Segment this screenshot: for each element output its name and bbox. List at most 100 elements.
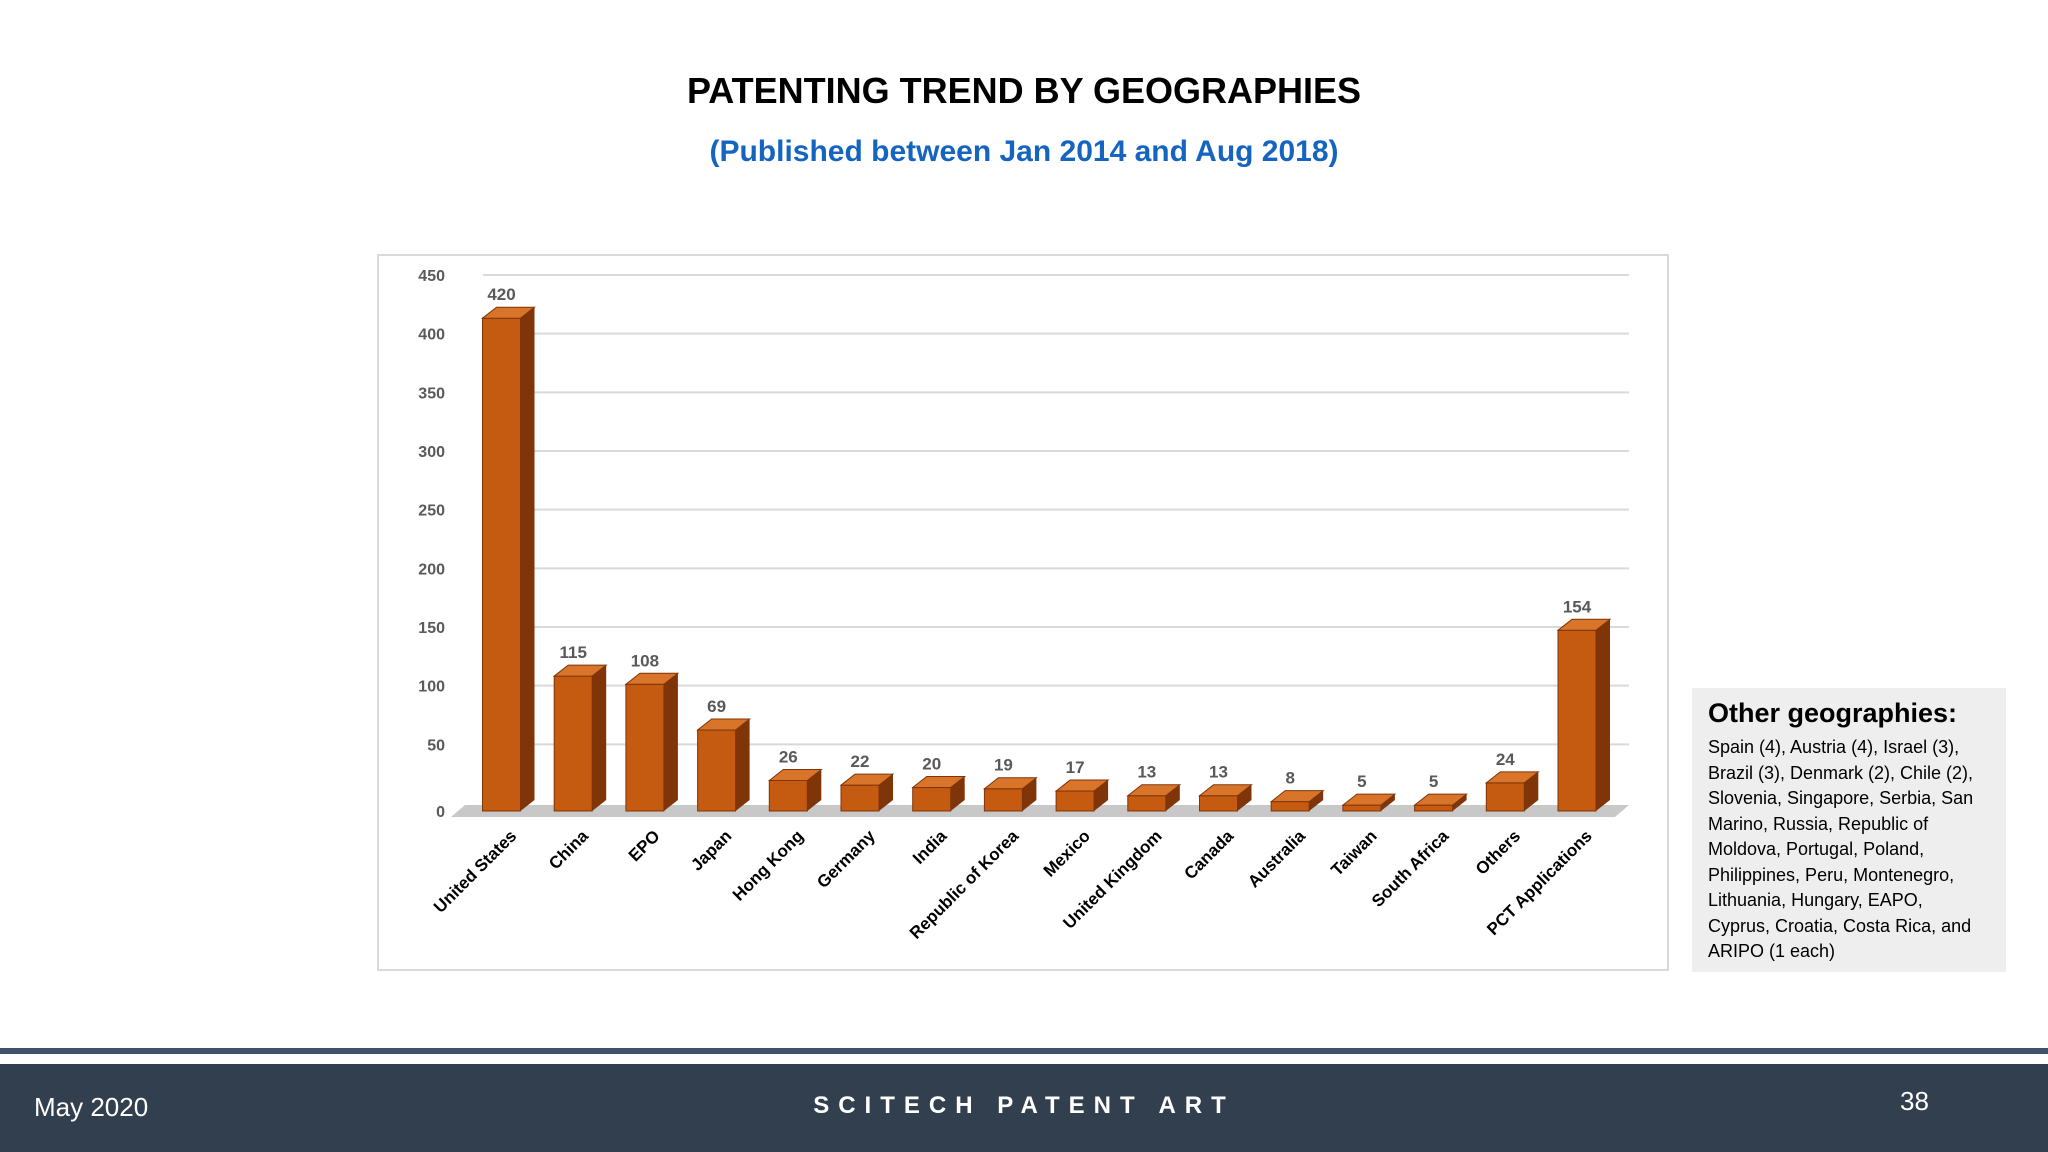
data-label: 26 (779, 747, 798, 766)
bar-top (1556, 618, 1612, 631)
chart-floor (451, 805, 1629, 817)
bar (1127, 795, 1167, 812)
bar (983, 788, 1023, 812)
bar-top (696, 718, 752, 731)
bar (625, 683, 665, 812)
y-tick-label: 0 (436, 804, 445, 821)
y-tick-label: 250 (418, 503, 445, 520)
x-tick-label: Others (1472, 826, 1524, 878)
data-label: 17 (1066, 758, 1085, 777)
bar-side (520, 307, 535, 811)
bar (768, 779, 808, 812)
bar-top (911, 776, 967, 789)
bar (1342, 804, 1382, 812)
bar-side (1524, 771, 1539, 811)
footer-divider (0, 1048, 2048, 1054)
data-label: 24 (1496, 750, 1515, 769)
data-label: 420 (487, 285, 515, 304)
bar-side (1237, 784, 1252, 811)
bar (1414, 804, 1454, 812)
page-number: 38 (1900, 1086, 1929, 1116)
bar-side (879, 774, 893, 811)
other-geographies-line: Lithuania, Hungary, EAPO, (1708, 890, 1923, 910)
bar-side (1452, 794, 1467, 811)
bar-side (663, 673, 678, 811)
bar-side (1309, 790, 1324, 811)
bar (482, 317, 521, 812)
bar-top (767, 768, 823, 781)
y-tick-label: 100 (418, 679, 445, 696)
x-tick-label: Germany (813, 826, 879, 892)
bar-top (982, 777, 1038, 790)
data-label: 115 (559, 643, 586, 662)
other-geographies-line: Slovenia, Singapore, Serbia, San (1708, 788, 1974, 808)
bar-side (1380, 794, 1395, 811)
x-tick-label: Canada (1180, 826, 1237, 883)
x-tick-label: Hong Kong (729, 826, 807, 904)
x-tick-label: Mexico (1040, 826, 1094, 880)
x-tick-label: Japan (687, 826, 735, 874)
bar-top (1269, 790, 1325, 803)
data-label: 22 (851, 752, 870, 771)
bar-chart-svg: 0 50 100 150 200 250 300 350 400 450 420 United Sta… (418, 268, 1629, 943)
slide-title: PATENTING TREND BY GEOGRAPHIES (686, 70, 1362, 111)
other-geographies-line: Spain (4), Austria (4), Israel (3), (1708, 737, 1960, 757)
data-label: 13 (1209, 763, 1228, 782)
bar (1485, 782, 1525, 812)
bar-side (592, 665, 607, 811)
bar-top (1054, 779, 1110, 792)
data-label: 108 (631, 651, 659, 670)
y-tick-label: 350 (418, 385, 445, 402)
y-tick-label: 300 (418, 444, 445, 461)
data-label: 20 (922, 755, 941, 774)
x-tick-label: Australia (1244, 826, 1309, 891)
bar-top (1198, 784, 1253, 797)
y-tick-label: 150 (418, 620, 445, 637)
footer-divider-gap (0, 1056, 2048, 1064)
slide-subtitle: (Published between Jan 2014 and Aug 2018… (709, 135, 1339, 168)
data-label: 69 (707, 697, 726, 716)
other-geographies-line: Philippines, Peru, Montenegro, (1708, 864, 1955, 885)
bar (840, 784, 880, 812)
bar-top (624, 672, 680, 685)
y-tick-label: 200 (418, 561, 445, 578)
bar (1055, 790, 1095, 812)
other-geographies-title: Other geographies: (1708, 698, 1958, 728)
bar-top (1484, 771, 1540, 784)
bar-top (1126, 784, 1182, 797)
x-tick-label: India (909, 826, 951, 868)
other-geographies-line: Cyprus, Croatia, Costa Rica, and (1708, 915, 1972, 936)
bar-side (1094, 780, 1109, 811)
bar (1199, 795, 1238, 812)
data-label: 5 (1357, 772, 1366, 791)
x-tick-label: Taiwan (1327, 826, 1380, 879)
y-tick-label: 400 (418, 327, 445, 344)
bar-top (839, 773, 895, 786)
bar (1557, 629, 1597, 812)
bar-top (552, 664, 608, 677)
bar-top (481, 306, 536, 319)
other-geographies-line: ARIPO (1 each) (1708, 941, 1836, 961)
x-tick-label: United States (430, 826, 520, 916)
bar-side (735, 719, 750, 811)
bar (912, 787, 952, 812)
other-geographies-text: Spain (4), Austria (4), Israel (3), Braz… (1708, 735, 1994, 965)
data-label: 5 (1429, 772, 1438, 791)
bar-side (807, 769, 822, 811)
y-tick-label: 50 (427, 737, 445, 754)
footer-brand: SCITECH PATENT ART (813, 1092, 1235, 1119)
data-label: 13 (1137, 763, 1156, 782)
data-label: 8 (1285, 769, 1294, 788)
x-tick-label: EPO (625, 826, 664, 865)
data-label: 154 (1563, 597, 1592, 616)
bar (1270, 801, 1310, 812)
x-tick-label: China (545, 826, 592, 873)
x-tick-label: South Africa (1368, 826, 1453, 911)
footer-bar: May 2020 SCITECH PATENT ART 38 (0, 1064, 2048, 1152)
footer-date: May 2020 (34, 1092, 149, 1122)
bar (697, 729, 737, 812)
other-geographies-line: Moldova, Portugal, Poland, (1708, 839, 1925, 859)
bar-chart: 0 50 100 150 200 250 300 350 400 450 420 United Sta… (377, 254, 1669, 971)
other-geographies-line: Marino, Russia, Republic of (1708, 813, 1929, 834)
bar (553, 675, 593, 812)
